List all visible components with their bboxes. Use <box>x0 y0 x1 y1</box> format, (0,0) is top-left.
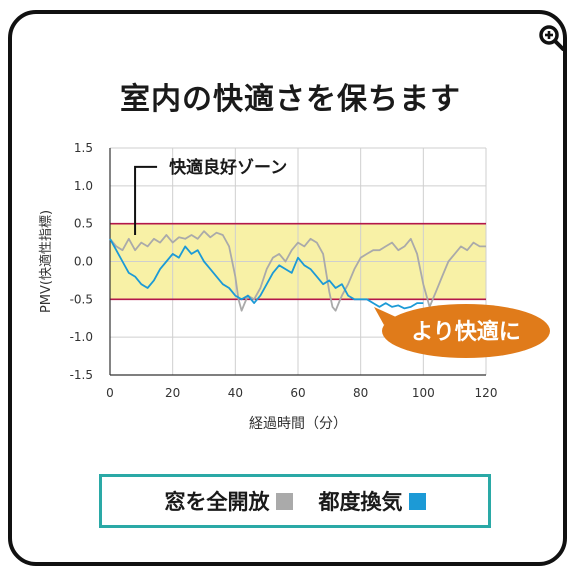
y-tick-label: 1.5 <box>74 141 93 155</box>
legend-label-ventilation: 都度換気 <box>318 490 403 514</box>
zoom-in-icon[interactable] <box>538 24 566 52</box>
y-tick-label: -1.0 <box>70 330 93 344</box>
zone-label: 快適良好ゾーン <box>169 157 287 178</box>
x-tick-label: 40 <box>228 386 243 400</box>
chart-title: 室内の快適さを保ちます <box>120 82 461 117</box>
series-line-ventilation <box>109 238 424 310</box>
y-tick-label: -0.5 <box>70 292 93 306</box>
y-tick-label: 0.5 <box>74 217 93 231</box>
zone-label-bracket <box>134 165 158 236</box>
legend: 窓を全開放 都度換気 <box>99 474 491 528</box>
callout-text: より快適に <box>411 319 521 345</box>
x-tick-label: 120 <box>475 386 498 400</box>
y-axis-label: PMV(快適性指標) <box>38 210 54 313</box>
legend-swatch-window <box>275 492 293 510</box>
x-tick-label: 100 <box>412 386 435 400</box>
x-axis-label: 経過時間（分） <box>249 416 347 432</box>
x-tick-label: 0 <box>106 386 114 400</box>
y-tick-label: 1.0 <box>74 179 93 193</box>
x-tick-label: 80 <box>353 386 368 400</box>
legend-label-window: 窓を全開放 <box>164 490 270 514</box>
x-tick-label: 60 <box>290 386 305 400</box>
line-chart: 0 20 40 60 80 100 120 1.5 1.0 0.5 0.0 -0.5 -1.0 -1.5 経… <box>38 141 550 432</box>
y-tick-label: 0.0 <box>74 255 93 269</box>
callout-bubble <box>382 304 550 358</box>
legend-item-ventilation: 都度換気 <box>319 486 426 516</box>
legend-swatch-ventilation <box>408 492 426 510</box>
legend-item-window: 窓を全開放 <box>165 486 293 516</box>
series-line-window <box>109 230 486 312</box>
x-tick-label: 20 <box>165 386 180 400</box>
y-tick-label: -1.5 <box>70 368 93 382</box>
